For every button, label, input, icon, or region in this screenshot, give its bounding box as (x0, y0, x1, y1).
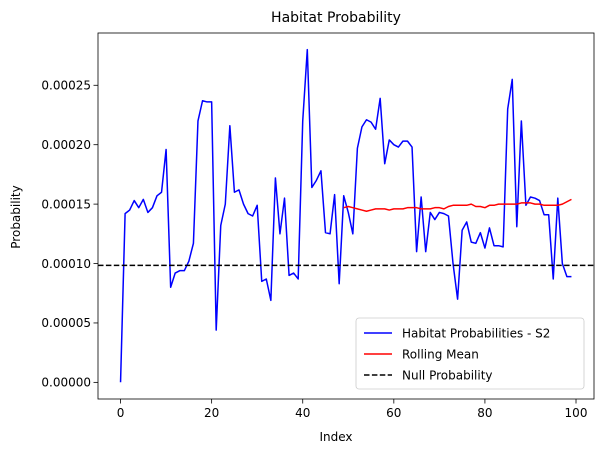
legend-label: Habitat Probabilities - S2 (402, 326, 550, 340)
legend-box (355, 317, 585, 390)
axes-frame (97, 32, 595, 400)
x-tick-label: 40 (295, 406, 310, 420)
y-tick-label: 0.00005 (41, 316, 91, 330)
x-tick-label: 60 (386, 406, 401, 420)
y-tick-label: 0.00010 (41, 257, 91, 271)
x-tick-label: 20 (204, 406, 219, 420)
y-tick-label: 0.00015 (41, 197, 91, 211)
x-tick-label: 0 (117, 406, 125, 420)
series-line-1 (343, 198, 572, 212)
axes-layer: 0 20 40 60 80 100 0.00000 0.00005 0.00010 0.00015… (41, 32, 595, 420)
x-tick-label: 100 (565, 406, 588, 420)
y-tick-label: 0.00000 (41, 376, 91, 390)
y-tick-label: 0.00020 (41, 138, 91, 152)
series-layer (98, 48, 594, 383)
y-axis-label: Probability (9, 185, 23, 248)
legend: Habitat Probabilities - S2 Rolling Mean Nu… (355, 317, 585, 390)
series-line-0 (119, 48, 572, 383)
legend-label: Null Probability (402, 368, 493, 382)
x-axis-label: Index (319, 430, 352, 444)
x-tick-label: 80 (477, 406, 492, 420)
y-tick-label: 0.00025 (41, 79, 91, 93)
chart-title: Habitat Probability (271, 10, 401, 26)
legend-label: Rolling Mean (402, 347, 479, 361)
